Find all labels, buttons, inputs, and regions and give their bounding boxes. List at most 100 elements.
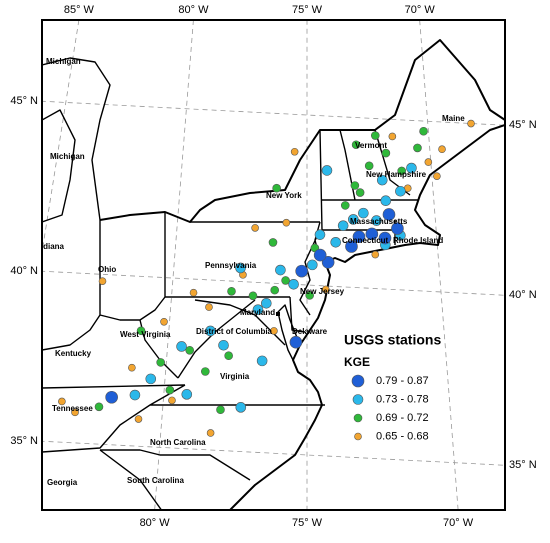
state-label: Michigan xyxy=(50,152,85,161)
station xyxy=(364,161,374,171)
station xyxy=(71,408,79,417)
station xyxy=(433,172,441,180)
station xyxy=(289,335,303,349)
station xyxy=(205,303,213,311)
station xyxy=(424,158,433,166)
left-label: 35° N xyxy=(10,435,38,447)
legend-swatch xyxy=(352,394,364,405)
station xyxy=(145,373,157,385)
legend-label: 0.65 - 0.68 xyxy=(376,430,429,442)
station xyxy=(380,195,392,206)
station xyxy=(248,291,258,301)
station xyxy=(321,165,333,176)
station xyxy=(290,147,299,156)
state-label: West Virginia xyxy=(120,330,171,339)
station xyxy=(185,346,195,355)
border xyxy=(99,39,505,223)
state-label: Vermont xyxy=(355,141,387,150)
station xyxy=(272,183,281,193)
legend: USGS stations KGE 0.79 - 0.87 0.73 - 0.78… xyxy=(344,332,441,443)
top-label: 70° W xyxy=(405,4,436,16)
state-labels: Michigan Michigan Indiana Ohio Pennsylva… xyxy=(36,57,465,487)
meridian xyxy=(419,20,459,510)
station xyxy=(268,238,278,247)
station xyxy=(313,248,327,262)
station xyxy=(419,126,428,136)
station xyxy=(201,367,210,376)
station xyxy=(413,143,422,153)
station xyxy=(467,119,475,128)
state-label: Indiana xyxy=(36,242,65,251)
left-label: 45° N xyxy=(10,95,38,107)
station xyxy=(189,288,198,297)
station xyxy=(270,327,278,335)
station xyxy=(321,255,335,269)
station xyxy=(181,389,193,400)
michigan xyxy=(42,57,111,223)
station xyxy=(270,285,280,295)
left-label: 40° N xyxy=(10,265,38,277)
station xyxy=(256,355,268,367)
station xyxy=(350,181,360,190)
state-label: Ohio xyxy=(98,265,116,274)
bottom-label: 75° W xyxy=(292,517,323,529)
station xyxy=(281,276,290,285)
station xyxy=(358,207,369,219)
station xyxy=(438,145,446,154)
station xyxy=(160,317,168,326)
bottom-label: 70° W xyxy=(443,517,474,529)
meridian xyxy=(42,20,80,255)
station xyxy=(321,285,330,294)
right-label: 45° N xyxy=(509,119,537,131)
station xyxy=(351,140,361,150)
station xyxy=(306,259,318,271)
station xyxy=(275,264,286,276)
legend-title: USGS stations xyxy=(344,332,441,348)
state-label: Kentucky xyxy=(55,349,92,358)
station xyxy=(206,429,215,437)
station xyxy=(176,341,187,352)
station xyxy=(378,231,392,245)
station xyxy=(388,132,397,141)
station xyxy=(156,358,165,367)
station xyxy=(205,325,216,337)
state-label: Connecticut xyxy=(342,236,389,245)
station xyxy=(397,166,407,176)
station xyxy=(94,402,104,412)
state-label: District of Columbia xyxy=(196,327,273,336)
station xyxy=(288,279,299,290)
station xyxy=(406,162,417,174)
station xyxy=(128,363,136,372)
station xyxy=(224,351,233,361)
state-label: New York xyxy=(266,191,302,200)
bottom-label: 80° W xyxy=(140,517,171,529)
station xyxy=(395,185,406,197)
station xyxy=(235,402,247,413)
station xyxy=(376,174,388,186)
station xyxy=(340,201,350,210)
station xyxy=(216,405,225,415)
legend-label: 0.69 - 0.72 xyxy=(376,412,429,424)
stations xyxy=(58,119,475,437)
station xyxy=(345,240,358,253)
station xyxy=(381,148,391,158)
right-label: 40° N xyxy=(509,289,537,301)
state-label: North Carolina xyxy=(150,438,206,447)
station xyxy=(98,277,107,285)
station xyxy=(261,297,272,309)
station xyxy=(365,227,379,241)
legend-swatch xyxy=(354,432,362,441)
state-label: Pennsylvania xyxy=(205,261,257,270)
state-label: New Hampshire xyxy=(366,170,427,179)
station xyxy=(391,222,404,235)
state-label: Maine xyxy=(442,114,465,123)
state-label: New Jersey xyxy=(300,287,345,296)
right-label: 35° N xyxy=(509,459,537,471)
parallel xyxy=(42,440,505,466)
station xyxy=(136,326,146,336)
station xyxy=(370,131,380,140)
station xyxy=(371,250,380,259)
station xyxy=(235,262,246,274)
